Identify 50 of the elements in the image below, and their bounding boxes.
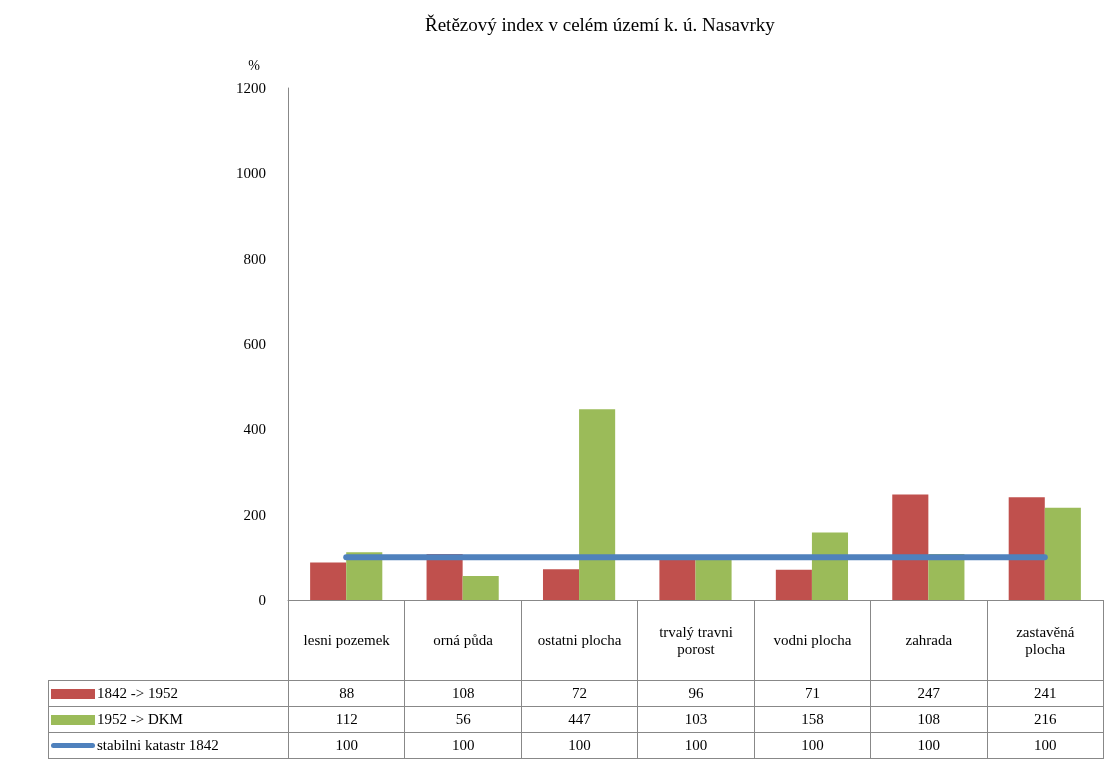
bar (775, 569, 812, 600)
x-tick-label: zahrada (870, 600, 988, 681)
data-label: 72 (520, 680, 639, 707)
data-label: 100 (404, 732, 522, 759)
data-label: 100 (520, 732, 639, 759)
data-label: 216 (986, 706, 1104, 733)
x-tick-label: trvalý travni porost (637, 600, 755, 681)
bar (1008, 497, 1045, 600)
x-tick-label: zastavěná plocha (986, 600, 1104, 681)
data-label: 88 (288, 680, 406, 707)
data-label: 100 (986, 732, 1104, 759)
x-tick-label: orná půda (404, 600, 522, 681)
bar (892, 494, 929, 600)
x-tick-label: lesni pozemek (288, 600, 406, 681)
y-tick-label: 600 (243, 336, 266, 352)
legend-label: 1952 -> DKM (97, 711, 183, 728)
data-label: 158 (753, 706, 872, 733)
legend-label: stabilni katastr 1842 (97, 737, 219, 754)
legend-label: 1842 -> 1952 (97, 685, 178, 702)
data-label: 247 (870, 680, 988, 707)
bar (1044, 507, 1081, 600)
data-label: 112 (288, 706, 406, 733)
chart-title: Řetězový index v celém území k. ú. Nasavrky (425, 14, 776, 35)
bar (542, 569, 580, 600)
bar (462, 576, 499, 600)
bar (310, 562, 347, 600)
data-label: 103 (637, 706, 755, 733)
bar (579, 409, 616, 600)
data-label: 108 (404, 680, 522, 707)
y-tick-label: 1200 (236, 80, 266, 96)
y-tick-label: 800 (243, 250, 266, 267)
y-tick-label: 1000 (236, 165, 266, 182)
bar (659, 559, 696, 600)
y-axis-title: % (248, 57, 261, 73)
data-label: 100 (870, 732, 988, 759)
data-label: 71 (753, 680, 872, 707)
data-label: 108 (870, 706, 988, 733)
data-label: 100 (637, 732, 755, 759)
y-tick-label: 200 (243, 506, 266, 523)
data-label: 100 (753, 732, 872, 759)
y-tick-label: 400 (243, 421, 266, 438)
y-tick-label: 0 (258, 592, 266, 608)
data-label: 100 (288, 732, 406, 759)
bar (811, 532, 849, 600)
data-label: 241 (986, 680, 1104, 707)
data-label: 56 (404, 706, 522, 733)
data-label: 447 (520, 706, 639, 733)
x-tick-label: ostatni plocha (520, 600, 639, 681)
x-tick-label: vodni plocha (753, 600, 872, 681)
data-label: 96 (637, 680, 755, 707)
